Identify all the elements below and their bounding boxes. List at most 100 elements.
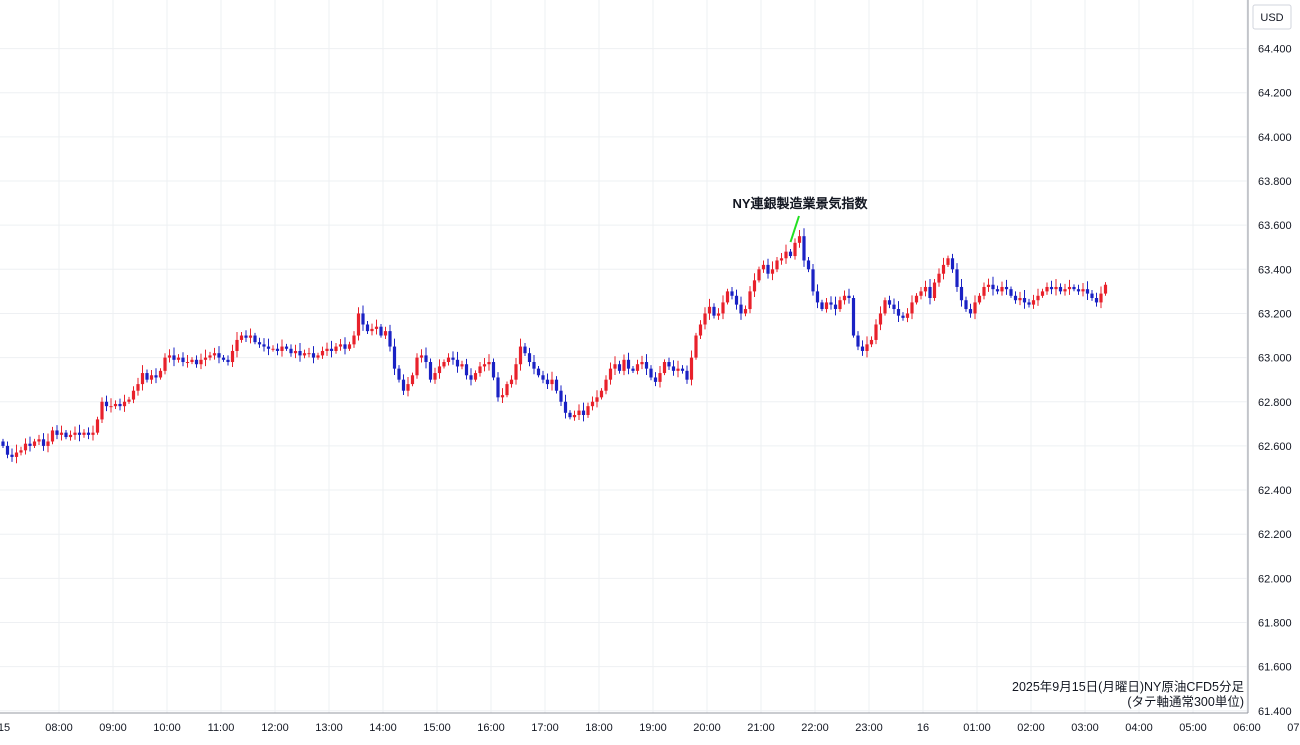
candle (973, 295, 977, 320)
candle-body (748, 291, 752, 310)
x-tick-label: 13:00 (315, 722, 343, 734)
candle (739, 296, 743, 320)
candle (73, 426, 77, 440)
candle-body (100, 401, 104, 420)
candle (41, 433, 46, 451)
candle (910, 295, 914, 320)
candle (536, 365, 541, 378)
candle (302, 349, 307, 359)
candle-body (473, 373, 478, 380)
candle-body (545, 379, 550, 385)
candle (883, 297, 887, 316)
candle-body (176, 357, 181, 360)
candle (352, 331, 356, 348)
candle (1031, 294, 1036, 309)
candle (392, 338, 397, 375)
x-tick-label: 10:00 (153, 722, 181, 734)
x-tick-label: 19:00 (639, 722, 667, 734)
candle (469, 368, 473, 386)
candle-body (275, 348, 280, 351)
candle (1058, 283, 1063, 295)
candle-body (46, 441, 50, 446)
candle-body (770, 269, 775, 274)
candle (460, 360, 464, 370)
candle (1009, 286, 1013, 298)
candle-body (806, 260, 811, 270)
candle (320, 346, 325, 359)
candle (811, 264, 815, 296)
candle (95, 416, 100, 435)
candle (878, 306, 883, 331)
candle (865, 336, 869, 358)
candle (127, 396, 131, 404)
candle (986, 278, 991, 292)
x-tick-label: 02:00 (1017, 722, 1045, 734)
candle (518, 338, 523, 371)
candle-body (5, 445, 10, 455)
x-tick-label: 05:00 (1179, 722, 1207, 734)
chart-info: 2025年9月15日(月曜日)NY原油CFD5分足 (タテ軸通常300単位) (1012, 680, 1244, 709)
candle (523, 343, 527, 357)
candle-body (586, 406, 590, 415)
candle (374, 319, 379, 335)
candle-body (698, 324, 703, 336)
candle (248, 328, 253, 344)
candle-body (644, 362, 649, 369)
candle (91, 425, 95, 441)
candle (770, 261, 775, 281)
candle (1013, 291, 1018, 304)
candle-body (1, 441, 5, 446)
y-tick-label: 63.600 (1258, 220, 1292, 232)
candle (928, 279, 932, 305)
candle (478, 362, 482, 377)
x-tick-label: 06:00 (1233, 722, 1261, 734)
candle (703, 307, 707, 330)
x-tick-label: 03:00 (1071, 722, 1099, 734)
candle-body (599, 390, 604, 398)
candle (50, 426, 55, 445)
candle-body (955, 269, 959, 287)
candle (1067, 279, 1072, 295)
candle (824, 298, 829, 313)
x-tick-label: 15:00 (423, 722, 451, 734)
x-tick-label: 04:00 (1125, 722, 1153, 734)
candle (1036, 288, 1040, 306)
candle-body (185, 362, 190, 364)
candle-body (820, 302, 824, 310)
annotation-label: NY連銀製造業景気指数 (732, 196, 868, 211)
candle-body (406, 384, 410, 391)
candle (644, 354, 649, 375)
candle (293, 344, 298, 359)
y-tick-label: 61.600 (1258, 662, 1292, 674)
candle-body (338, 344, 343, 347)
candle-body (82, 432, 86, 435)
candle (725, 288, 730, 305)
grid-lines (0, 0, 1248, 713)
candle (554, 376, 559, 394)
candle (77, 424, 82, 442)
price-axis: USD 64.400 64.200 64.000 63.800 63.600 63.400… (1247, 0, 1292, 718)
candle-body (428, 362, 433, 380)
currency-badge[interactable] (1252, 4, 1292, 30)
candle-body (851, 298, 856, 336)
candle (779, 252, 784, 265)
y-tick-label: 64.000 (1258, 132, 1292, 144)
candle-body (932, 282, 937, 299)
candle-body (226, 359, 230, 363)
candle-body (532, 362, 536, 369)
candle-body (244, 335, 248, 338)
candle-body (158, 370, 163, 378)
candle (667, 357, 671, 370)
time-axis: 15 08:00 09:00 10:00 11:00 12:00 13:00 14:00 15:… (0, 712, 1300, 734)
candle (154, 368, 158, 384)
x-tick-label: 12:00 (261, 722, 289, 734)
candle-body (284, 346, 289, 349)
candle (266, 338, 271, 356)
candle-body (554, 379, 559, 391)
candle-body (559, 390, 563, 402)
candle-body (388, 331, 392, 347)
candle (757, 266, 761, 283)
candle-body (1013, 295, 1018, 301)
candle-body (1058, 286, 1063, 292)
candle-body (838, 300, 842, 310)
